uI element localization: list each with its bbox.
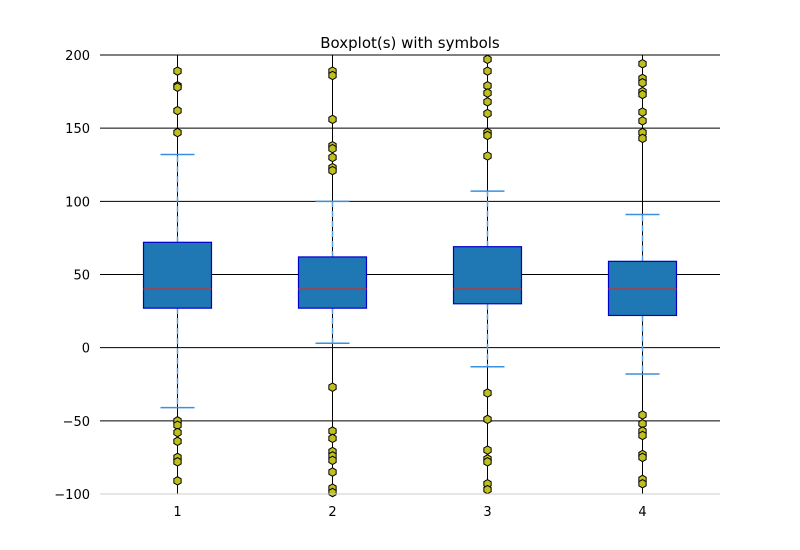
flier-point — [638, 78, 647, 88]
flier-point — [483, 151, 492, 161]
flier-point — [638, 410, 647, 420]
flier-point — [173, 427, 182, 438]
box-iqr — [452, 246, 523, 305]
y-tick-label: 50 — [73, 269, 90, 284]
flier-point — [328, 143, 337, 154]
flier-point — [638, 107, 647, 117]
axes-layer: 200 150 100 50 0 −50 −100 1 2 3 4 — [54, 49, 720, 520]
flier-point — [173, 457, 182, 467]
flier-point — [328, 382, 337, 392]
x-tick-label: 2 — [328, 505, 336, 520]
flier-point — [638, 89, 647, 100]
x-tick-label: 3 — [483, 505, 491, 520]
flier-point — [173, 66, 182, 76]
flier-point — [483, 88, 492, 98]
flier-point — [328, 70, 337, 81]
chart-title: Boxplot(s) with symbols — [320, 34, 500, 52]
box-group-4 — [607, 55, 678, 494]
flier-point — [328, 487, 337, 498]
flier-point — [483, 388, 492, 398]
flier-point — [328, 467, 337, 477]
y-tick-label: −100 — [54, 488, 90, 503]
box-iqr — [297, 256, 368, 309]
flier-point — [173, 476, 182, 486]
flier-point — [328, 455, 337, 466]
x-tick-label: 4 — [638, 505, 646, 520]
flier-point — [638, 133, 647, 144]
flier-point — [483, 54, 492, 65]
flier-point — [328, 165, 337, 176]
flier-point — [638, 116, 647, 126]
flier-point — [173, 127, 182, 138]
box-iqr — [142, 241, 213, 309]
box-group-1 — [142, 55, 213, 494]
box-group-2 — [297, 55, 368, 498]
flier-point — [638, 452, 647, 463]
y-tick-label: 100 — [65, 195, 90, 210]
y-tick-label: 150 — [65, 122, 90, 137]
flier-point — [638, 59, 647, 69]
flier-point — [638, 478, 647, 489]
flier-point — [483, 445, 492, 455]
flier-point — [328, 433, 337, 444]
flier-point — [483, 414, 492, 425]
y-tick-label: 200 — [65, 49, 90, 64]
flier-point — [173, 82, 182, 92]
flier-point — [638, 430, 647, 441]
flier-point — [483, 457, 492, 467]
boxes-layer — [142, 54, 678, 498]
flier-point — [483, 97, 492, 107]
flier-point — [483, 66, 492, 76]
box-group-3 — [452, 54, 523, 495]
y-tick-label: −50 — [63, 415, 90, 430]
flier-point — [173, 436, 182, 447]
flier-point — [483, 108, 492, 119]
flier-point — [483, 130, 492, 141]
flier-point — [328, 152, 337, 163]
grid-lines — [100, 54, 720, 422]
flier-point — [483, 484, 492, 495]
x-tick-label: 1 — [173, 505, 181, 520]
flier-point — [173, 105, 182, 116]
flier-point — [328, 114, 337, 125]
y-tick-label: 0 — [82, 342, 90, 357]
